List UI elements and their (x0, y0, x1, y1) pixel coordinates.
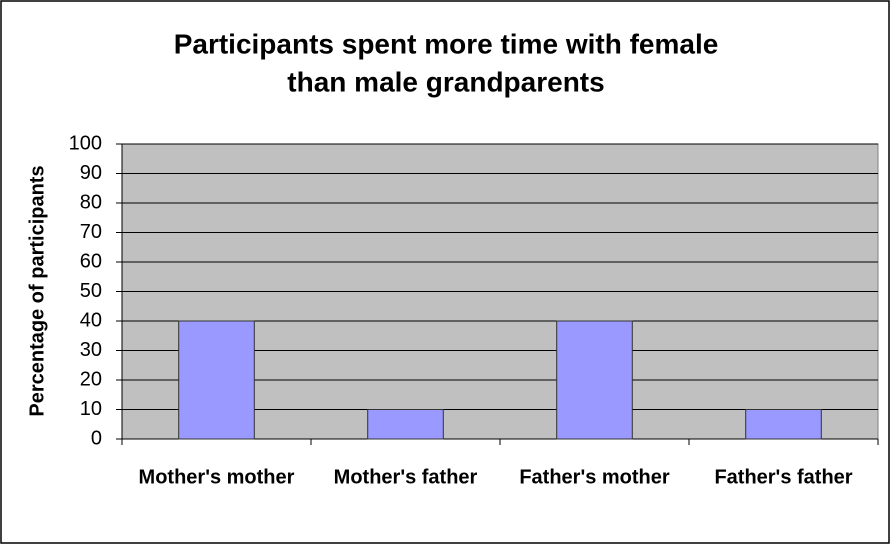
y-tick-label: 0 (91, 427, 102, 449)
y-tick-label: 50 (80, 280, 102, 302)
bar (556, 320, 633, 440)
y-tick-label: 20 (80, 368, 102, 390)
y-tick-label: 10 (80, 398, 102, 420)
x-tick-label: Mother's mother (139, 466, 295, 488)
chart-title: Participants spent more time with female (174, 28, 719, 59)
y-tick-label: 40 (80, 309, 102, 331)
y-tick-label: 90 (80, 162, 102, 184)
y-tick-label: 100 (69, 132, 102, 154)
chart-title: than male grandparents (287, 66, 604, 97)
y-tick-label: 80 (80, 191, 102, 213)
y-tick-label: 70 (80, 221, 102, 243)
y-tick-label: 30 (80, 339, 102, 361)
bar (745, 409, 822, 440)
y-tick-label: 60 (80, 250, 102, 272)
bar (367, 409, 444, 440)
y-axis-label: Percentage of participants (26, 165, 48, 416)
x-tick-label: Father's mother (519, 466, 670, 488)
bar (178, 320, 255, 440)
x-tick-label: Mother's father (334, 466, 478, 488)
x-tick-label: Father's father (714, 466, 852, 488)
